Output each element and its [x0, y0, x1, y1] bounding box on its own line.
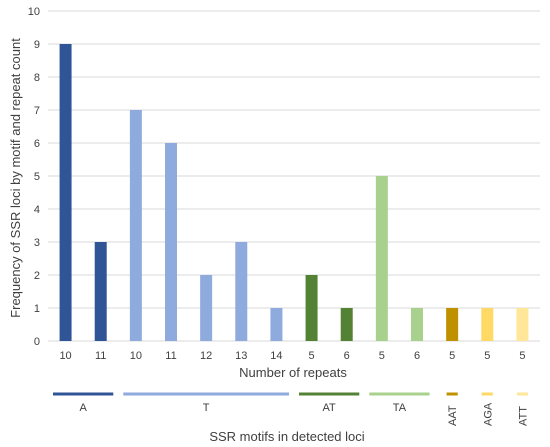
y-tick-label: 2 — [34, 270, 40, 282]
bar — [165, 143, 177, 341]
y-axis-ticks: 0 1 2 3 4 5 6 7 8 9 10 — [28, 6, 40, 348]
bar — [375, 176, 388, 341]
y-tick-label: 5 — [34, 171, 40, 183]
y-tick-label: 10 — [28, 6, 40, 18]
x-axis-ticks: 10 11 10 11 12 13 14 5 6 5 6 5 5 5 — [59, 350, 525, 362]
x-tick-label: 10 — [130, 350, 142, 362]
y-tick-label: 7 — [34, 105, 40, 117]
x-axis-title: Number of repeats — [239, 365, 347, 380]
x-tick-label: 13 — [235, 350, 247, 362]
group-label: A — [79, 402, 87, 414]
x-tick-label: 11 — [165, 350, 176, 362]
bar — [305, 275, 318, 341]
bar — [200, 275, 213, 341]
bar — [516, 308, 529, 341]
x-tick-label: 5 — [449, 350, 455, 362]
x-tick-label: 14 — [270, 350, 282, 362]
group-label: T — [203, 402, 210, 414]
x-tick-label: 11 — [95, 350, 106, 362]
group-label: AAT — [447, 405, 459, 426]
y-tick-label: 9 — [34, 39, 40, 51]
y-tick-label: 8 — [34, 72, 40, 84]
bar — [446, 308, 459, 341]
motif-group-labels: A T AT TA AAT AGA ATT — [53, 392, 529, 426]
y-tick-label: 6 — [34, 138, 40, 150]
x-tick-label: 5 — [519, 350, 525, 362]
y-tick-label: 4 — [34, 204, 40, 216]
x-tick-label: 12 — [200, 350, 212, 362]
group-label: TA — [393, 402, 407, 414]
gridlines — [48, 10, 540, 342]
x-tick-label: 10 — [59, 350, 71, 362]
bar — [129, 110, 142, 341]
bar — [59, 44, 72, 341]
bar — [94, 242, 107, 341]
x-tick-label: 5 — [484, 350, 490, 362]
group-label: AGA — [482, 402, 494, 426]
bar — [270, 308, 283, 341]
group-label: ATT — [517, 406, 529, 426]
bar — [340, 308, 353, 341]
bar — [411, 308, 423, 341]
y-tick-label: 3 — [34, 237, 40, 249]
bar — [481, 308, 494, 341]
bar — [235, 242, 248, 341]
x-tick-label: 5 — [379, 350, 385, 362]
y-axis-title: Frequency of SSR loci by motif and repea… — [8, 38, 23, 318]
x-tick-label: 6 — [344, 350, 350, 362]
y-tick-label: 0 — [34, 336, 40, 348]
y-tick-label: 1 — [34, 303, 40, 315]
x-tick-label: 5 — [309, 350, 315, 362]
bars — [59, 44, 529, 341]
x-tick-label: 6 — [414, 350, 420, 362]
group-label: AT — [323, 402, 337, 414]
group-axis-title: SSR motifs in detected loci — [209, 429, 364, 444]
